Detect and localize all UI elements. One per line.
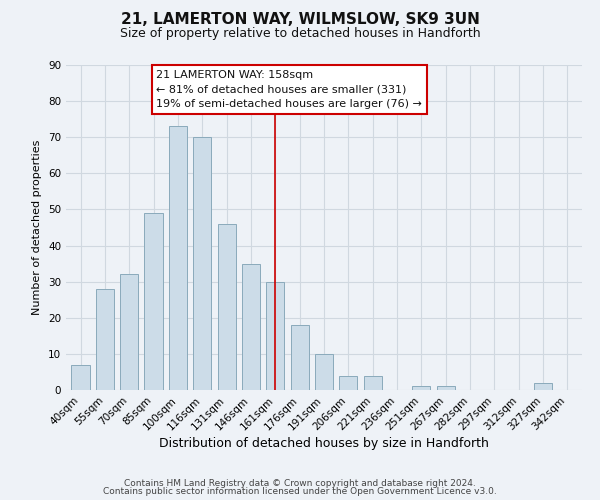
Bar [169,126,187,390]
Bar [315,354,333,390]
Bar [266,282,284,390]
Bar [339,376,358,390]
Text: Contains HM Land Registry data © Crown copyright and database right 2024.: Contains HM Land Registry data © Crown c… [124,478,476,488]
Bar [364,376,382,390]
Text: 21 LAMERTON WAY: 158sqm
← 81% of detached houses are smaller (331)
19% of semi-d: 21 LAMERTON WAY: 158sqm ← 81% of detache… [156,70,422,110]
Text: Contains public sector information licensed under the Open Government Licence v3: Contains public sector information licen… [103,487,497,496]
Bar [145,213,163,390]
Bar [290,325,309,390]
Bar [120,274,139,390]
Bar [437,386,455,390]
X-axis label: Distribution of detached houses by size in Handforth: Distribution of detached houses by size … [159,438,489,450]
Bar [96,289,114,390]
Bar [534,383,552,390]
Text: 21, LAMERTON WAY, WILMSLOW, SK9 3UN: 21, LAMERTON WAY, WILMSLOW, SK9 3UN [121,12,479,28]
Text: Size of property relative to detached houses in Handforth: Size of property relative to detached ho… [119,28,481,40]
Bar [193,137,211,390]
Y-axis label: Number of detached properties: Number of detached properties [32,140,43,315]
Bar [412,386,430,390]
Bar [218,224,236,390]
Bar [71,364,90,390]
Bar [242,264,260,390]
